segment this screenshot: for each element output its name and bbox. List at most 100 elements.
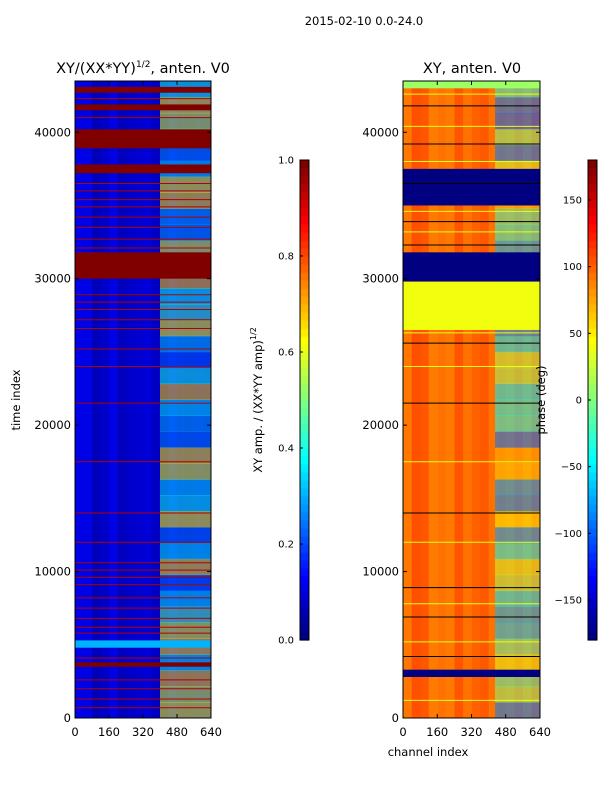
phase-heatmap-hot-cell	[495, 335, 540, 353]
amp-panel-title: XY/(XX*YY)1/2, anten. V0	[56, 60, 230, 77]
amp-y-tick-label: 20000	[34, 418, 71, 432]
phase-heatmap-hot-cell	[495, 479, 540, 496]
amp-heatmap-hot-cell	[160, 351, 211, 369]
phase-heatmap-column	[428, 81, 438, 718]
phase-heatmap-hot-cell	[495, 224, 540, 241]
phase-colorbar-segment	[588, 264, 597, 273]
amp-heatmap-hot-cell	[160, 463, 211, 480]
amp-heatmap-hot-cell	[160, 510, 211, 528]
phase-heatmap-column	[403, 81, 413, 718]
amp-heatmap-hot-cell	[160, 303, 211, 321]
amp-heatmap-hot-cell	[160, 335, 211, 353]
phase-colorbar-segment	[588, 536, 597, 545]
phase-colorbar-segment	[588, 576, 597, 585]
amp-heatmap-hot-cell	[160, 399, 211, 416]
amp-colorbar-segment	[300, 496, 309, 505]
phase-heatmap-hot-cell	[495, 144, 540, 162]
phase-colorbar-segment	[588, 368, 597, 377]
phase-colorbar-segment	[588, 456, 597, 465]
amp-colorbar-tick-label: 0.0	[278, 636, 294, 647]
amp-heatmap-hot-cell	[160, 590, 211, 608]
amp-panel: XY/(XX*YY)1/2, anten. V0 0 160 320 480 640 0…	[9, 60, 230, 739]
amp-colorbar-segment	[300, 528, 309, 537]
phase-x-axis: 0 160 320 480 640	[399, 81, 551, 739]
phase-heatmap-hot-cell	[495, 606, 540, 623]
amp-colorbar-segment	[300, 200, 309, 209]
phase-heatmap-hot-cell	[495, 590, 540, 608]
amp-heatmap-column	[109, 81, 118, 718]
amp-heatmap-hot-cell	[160, 192, 211, 209]
phase-heatmap-hot-cell	[495, 686, 540, 703]
phase-colorbar-tick-label: 0	[576, 396, 582, 407]
phase-heatmap-hot-cell	[495, 112, 540, 130]
amp-colorbar-segment	[300, 376, 309, 385]
amp-colorbar-segment	[300, 192, 309, 201]
phase-colorbar-segment	[588, 472, 597, 481]
amp-colorbar-tick-label: 0.4	[278, 444, 294, 455]
phase-heatmap-hot-cell	[495, 96, 540, 114]
amp-heatmap-hot-cell	[160, 670, 211, 687]
amp-heatmap-hot-cell	[160, 542, 211, 560]
amp-colorbar-segment	[300, 216, 309, 225]
phase-colorbar: 150 100 50 0 −50 −100 −150 phase (deg)	[534, 159, 598, 641]
phase-colorbar-segment	[588, 464, 597, 473]
amp-heatmap-band	[75, 640, 211, 648]
amp-colorbar-segment	[300, 272, 309, 281]
amp-heatmap-column	[100, 81, 110, 718]
phase-y-tick-label: 40000	[362, 125, 399, 139]
phase-colorbar-segment	[588, 384, 597, 393]
phase-colorbar-segment	[588, 208, 597, 217]
amp-heatmap-hot-cell	[160, 176, 211, 193]
amp-colorbar-segment	[300, 384, 309, 393]
phase-colorbar-segment	[588, 200, 597, 209]
phase-colorbar-segment	[588, 424, 597, 433]
phase-colorbar-segment	[588, 248, 597, 257]
phase-heatmap-hot-cell	[495, 128, 540, 146]
phase-heatmap-hot-cell	[495, 638, 540, 655]
amp-colorbar-segment	[300, 392, 309, 401]
amp-colorbar-tick-label: 0.6	[278, 348, 294, 359]
phase-colorbar-segment	[588, 544, 597, 553]
amp-colorbar-segment	[300, 520, 309, 529]
amp-colorbar-tick-label: 0.8	[278, 252, 294, 263]
amp-x-tick-label: 640	[200, 725, 222, 739]
phase-heatmap-band	[403, 168, 540, 206]
phase-heatmap-column	[488, 81, 498, 718]
amp-heatmap-hot-cell	[160, 224, 211, 241]
phase-colorbar-tick-label: 50	[569, 329, 582, 340]
phase-colorbar-tick-label: −100	[555, 529, 582, 540]
amp-heatmap-band	[75, 662, 211, 667]
amp-heatmap-column	[126, 81, 135, 718]
phase-colorbar-segment	[588, 376, 597, 385]
amp-colorbar-segment	[300, 560, 309, 569]
phase-colorbar-segment	[588, 216, 597, 225]
amp-x-tick-label: 0	[71, 725, 78, 739]
phase-heatmap-band	[403, 281, 540, 330]
amp-heatmap-band	[75, 129, 211, 149]
amp-colorbar-segment	[300, 328, 309, 337]
amp-heatmap-hot-cell	[160, 288, 211, 305]
amp-heatmap-column	[117, 81, 127, 718]
phase-colorbar-tick-label: 150	[563, 196, 582, 207]
phase-colorbar-segment	[588, 176, 597, 185]
amp-heatmap-column	[83, 81, 93, 718]
amp-y-tick-label: 40000	[34, 125, 71, 139]
amp-colorbar-segment	[300, 592, 309, 601]
amp-heatmap-hot-cell	[160, 431, 211, 448]
amp-colorbar-tick-label: 1.0	[278, 156, 294, 167]
amp-colorbar-segment	[300, 456, 309, 465]
amp-y-tick-label: 10000	[34, 565, 71, 579]
phase-colorbar-segment	[588, 160, 597, 169]
phase-y-axis: 0 10000 20000 30000 40000	[362, 125, 540, 725]
amp-colorbar-label: XY amp. / (XX*YY amp)1/2	[249, 327, 265, 473]
amp-colorbar-gradient	[300, 160, 309, 641]
phase-heatmap-column	[454, 81, 464, 718]
phase-heatmap-column	[462, 81, 472, 718]
phase-colorbar-tick-label: −150	[555, 596, 582, 607]
phase-colorbar-segment	[588, 336, 597, 345]
amp-heatmap-hot-cell	[160, 144, 211, 162]
amp-colorbar-segment	[300, 176, 309, 185]
amp-heatmap-hot-cell	[160, 383, 211, 400]
amp-colorbar-segment	[300, 256, 309, 265]
phase-heatmap-hot-cell	[495, 447, 540, 464]
